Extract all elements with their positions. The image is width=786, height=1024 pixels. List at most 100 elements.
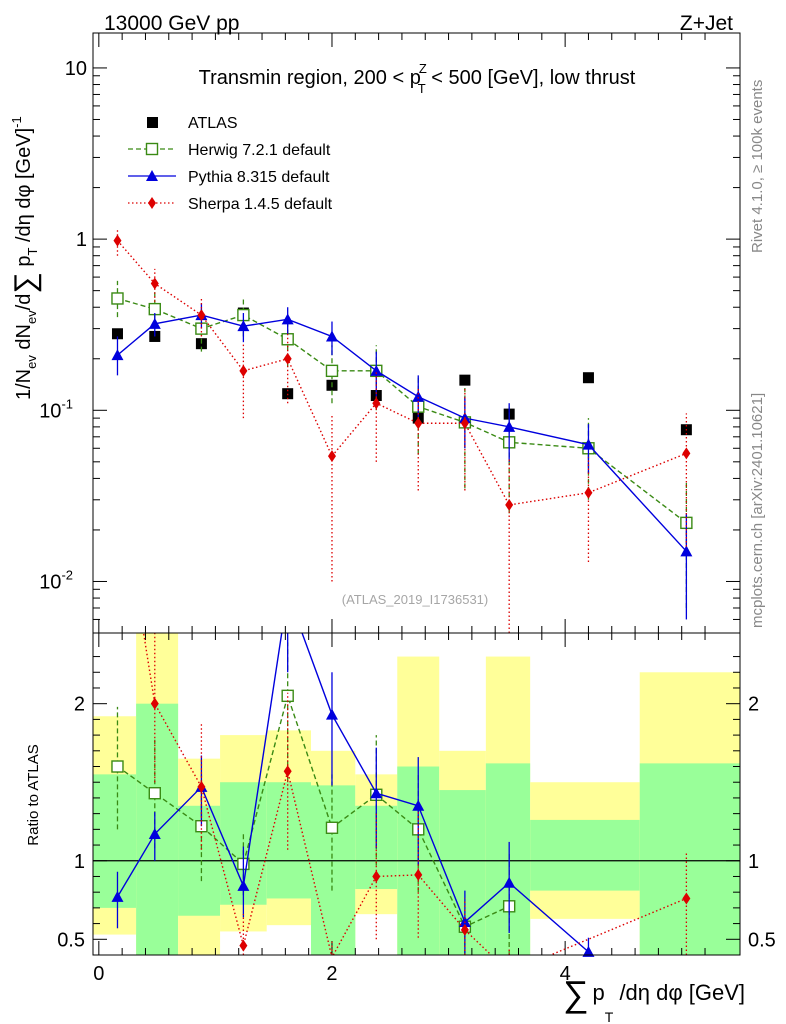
x-tick-label-0: 0 xyxy=(93,963,104,985)
main-series xyxy=(111,228,693,633)
main-point-herwig xyxy=(148,302,161,316)
chart-title-pre: Transmin region, 200 < p xyxy=(199,67,421,89)
ratio-band-inner-1 xyxy=(136,703,179,955)
main-point-atlas xyxy=(282,388,294,400)
ratio-band-inner-0 xyxy=(93,774,137,908)
main-y-axis-label: 1/Nev dNev/d∑ pT /dη dφ [GeV]-1 xyxy=(9,116,42,400)
legend-label-atlas: ATLAS xyxy=(188,115,238,132)
ratio-point-pythia xyxy=(325,708,338,720)
main-point-pythia xyxy=(148,317,161,329)
main-point-sherpa xyxy=(150,277,159,290)
main-point-atlas xyxy=(111,328,123,340)
ratio-band-inner-11 xyxy=(639,763,740,955)
ratio-y-tick-label-0: 0.5 xyxy=(57,929,85,951)
ylabel-a-sub: ev xyxy=(24,355,39,369)
main-point-sherpa xyxy=(197,309,206,322)
ratio-point-herwig xyxy=(281,689,294,703)
ratio-point-sherpa xyxy=(283,765,292,778)
main-y-tick-base-1: 10 xyxy=(39,400,61,422)
main-series-sherpa xyxy=(113,228,691,633)
legend-label-pythia: Pythia 8.315 default xyxy=(188,169,330,186)
main-point-herwig xyxy=(325,364,339,378)
main-point-pythia xyxy=(281,313,294,325)
main-point-pythia xyxy=(370,364,383,376)
xlabel-p-sub: T xyxy=(605,1009,614,1024)
xlabel-sum: ∑ xyxy=(563,973,589,1014)
main-y-tick-label-2: 1 xyxy=(76,229,87,251)
xlabel-p: p xyxy=(593,980,605,1005)
main-point-sherpa xyxy=(113,234,122,247)
ratio-y-tick-label-right-0: 0.5 xyxy=(748,929,776,951)
main-series-pythia xyxy=(111,303,693,620)
main-point-pythia xyxy=(237,320,250,332)
ylabel-d: p xyxy=(13,256,35,273)
ratio-point-pythia xyxy=(503,876,516,888)
xlabel-rest: /dη dφ [GeV] xyxy=(613,980,745,1005)
ratio-point-pythia xyxy=(412,799,425,811)
ratio-point-herwig xyxy=(111,760,124,773)
rivet-label: Rivet 4.1.0, ≥ 100k events xyxy=(749,80,766,253)
ratio-panel-frame xyxy=(92,632,741,956)
x-tick-label-1: 2 xyxy=(326,963,337,985)
ratio-y-tick-label-right-2: 2 xyxy=(748,694,759,716)
ylabel-b-sub: ev xyxy=(24,310,39,324)
ratio-point-sherpa xyxy=(239,939,248,952)
analysis-id: (ATLAS_2019_I1736531) xyxy=(342,592,488,607)
main-point-sherpa xyxy=(505,498,514,511)
ratio-point-sherpa xyxy=(414,868,423,881)
ratio-point-pythia xyxy=(370,787,383,799)
chart-title: Transmin region, 200 < pZ T < 500 [GeV], … xyxy=(199,61,636,96)
main-point-sherpa xyxy=(460,417,469,430)
ratio-point-sherpa xyxy=(460,923,469,936)
legend: ATLAS Herwig 7.2.1 default Pythia 8.315 … xyxy=(128,115,333,213)
process-label: Z+Jet xyxy=(680,12,733,35)
legend-label-sherpa: Sherpa 1.4.5 default xyxy=(188,196,333,213)
main-point-pythia xyxy=(582,438,595,450)
ylabel-e: /dη dφ [GeV] xyxy=(13,128,35,248)
main-point-pythia xyxy=(412,390,425,402)
ylabel-a: 1/N xyxy=(13,369,35,400)
ratio-point-sherpa xyxy=(682,892,691,905)
ratio-point-pythia xyxy=(148,828,161,840)
main-y-tick-exp-1: -1 xyxy=(61,396,73,411)
ylabel-sum: ∑ xyxy=(9,272,42,293)
chart-title-post: < 500 [GeV], low thrust xyxy=(426,67,636,89)
chart-title-sub: T xyxy=(418,81,426,96)
main-point-sherpa xyxy=(372,397,381,410)
main-point-atlas xyxy=(459,374,471,386)
ratio-band-inner-9 xyxy=(485,763,531,955)
main-point-sherpa xyxy=(239,364,248,377)
ratio-line-sherpa xyxy=(142,633,687,955)
legend-label-herwig: Herwig 7.2.1 default xyxy=(188,142,331,159)
main-y-tick-label-0: 10-2 xyxy=(39,567,73,593)
main-line-pythia xyxy=(117,314,687,552)
main-y-tick-base-0: 10 xyxy=(39,571,61,593)
main-y-tick-label-3: 10 xyxy=(65,58,87,80)
ratio-series-sherpa xyxy=(142,633,691,955)
ylabel-d-sub: T xyxy=(25,248,40,256)
main-y-tick-exp-0: -2 xyxy=(61,567,73,582)
main-point-atlas xyxy=(582,372,594,384)
ylabel-b: dN xyxy=(13,324,35,355)
ylabel-c: /d xyxy=(13,294,35,311)
main-point-sherpa xyxy=(327,450,336,463)
x-axis-label: ∑ pT /dη dφ [GeV] xyxy=(563,973,745,1024)
x-tick-label-2: 4 xyxy=(560,963,571,985)
ratio-band-inner-10 xyxy=(530,819,640,891)
main-point-pythia xyxy=(680,545,693,557)
legend-marker-pythia xyxy=(146,170,158,181)
ratio-point-sherpa xyxy=(150,697,159,710)
mcplots-label: mcplots.cern.ch [arXiv:2401.10621] xyxy=(749,393,766,628)
main-point-sherpa xyxy=(414,417,423,430)
ratio-y-tick-label-2: 2 xyxy=(74,694,85,716)
main-point-sherpa xyxy=(283,352,292,365)
ratio-y-tick-label-right-1: 1 xyxy=(748,851,759,873)
ylabel-e-sup: -1 xyxy=(9,116,24,128)
ratio-point-pythia xyxy=(237,879,250,891)
ratio-series-pythia xyxy=(111,633,595,957)
ratio-point-herwig xyxy=(325,821,339,834)
ratio-point-sherpa xyxy=(197,780,206,793)
main-y-tick-label-1: 10-1 xyxy=(39,396,73,422)
